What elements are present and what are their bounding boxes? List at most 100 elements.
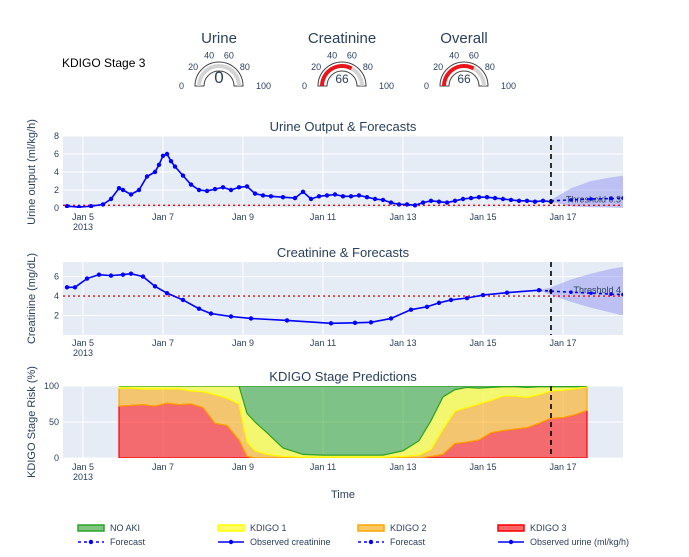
data-point	[260, 193, 266, 198]
x-tick-label: Jan 15	[469, 338, 496, 348]
data-point	[420, 200, 426, 205]
legend-item[interactable]: KDIGO 2	[357, 523, 427, 533]
data-point	[120, 187, 126, 193]
y-tick-label: 8	[54, 131, 59, 141]
data-point	[128, 271, 134, 276]
legend: NO AKI KDIGO 1 KDIGO 2 KDIGO 3 Forecast Obser…	[77, 523, 629, 547]
data-point	[388, 200, 394, 205]
x-tick-year: 2013	[73, 472, 93, 482]
gauge-bar	[320, 64, 353, 86]
data-point	[64, 204, 70, 208]
plot-body	[118, 386, 588, 458]
area-kdigo-3	[118, 402, 588, 458]
data-point	[408, 307, 414, 312]
data-point	[308, 196, 314, 202]
y-axis-label: Creatinine (mg/dL)	[26, 253, 38, 344]
x-tick-label: Jan 11	[310, 462, 336, 472]
legend-item[interactable]: Forecast	[78, 537, 146, 547]
legend-marker	[88, 539, 94, 545]
legend-item[interactable]: KDIGO 3	[497, 523, 567, 533]
data-point	[152, 169, 158, 175]
gauge-tick: 60	[469, 51, 479, 61]
gauge-tick: 0	[302, 81, 307, 91]
data-point	[340, 194, 346, 199]
chart-title: Urine Output & Forecasts	[270, 119, 417, 134]
legend-marker	[228, 539, 234, 545]
legend-label: Forecast	[390, 537, 426, 547]
legend-item[interactable]: Observed creatinine	[218, 537, 331, 547]
data-point	[540, 198, 546, 203]
data-point	[404, 202, 410, 207]
gauge-remainder	[472, 66, 486, 86]
x-tick-label: Jan 13	[389, 338, 416, 348]
data-point	[268, 194, 274, 199]
gauge-tick: 0	[179, 81, 184, 91]
data-point	[180, 297, 186, 303]
gauge-tick: 40	[204, 51, 214, 61]
data-point	[188, 182, 194, 187]
data-point	[164, 151, 170, 157]
y-tick-label: 0	[54, 203, 59, 213]
legend-item[interactable]: NO AKI	[77, 523, 140, 533]
y-tick-label: 2	[54, 311, 59, 321]
data-point	[156, 162, 162, 167]
chart-title: Creatinine & Forecasts	[277, 245, 410, 260]
legend-swatch	[77, 524, 105, 532]
data-point	[428, 198, 434, 203]
x-tick-label: Jan 7	[152, 462, 174, 472]
x-tick-label: Jan 5	[72, 338, 94, 348]
gauge-tick: 0	[424, 81, 429, 91]
data-point	[96, 272, 102, 277]
data-point	[396, 202, 402, 207]
gauge-tick: 80	[240, 62, 250, 72]
gauge-remainder	[350, 66, 364, 86]
x-axis-label: Time	[331, 489, 355, 501]
forecast-point	[569, 198, 573, 202]
data-point	[64, 285, 70, 290]
gauge-value: 0	[214, 68, 223, 87]
data-point	[464, 295, 470, 301]
data-point	[152, 284, 158, 289]
data-point	[220, 185, 226, 190]
y-tick-label: 100	[44, 381, 59, 391]
stage-label: KDIGO Stage 3	[62, 56, 146, 70]
threshold-label: Threshold 4	[573, 285, 621, 295]
data-point	[236, 185, 242, 190]
legend-item[interactable]: Observed urine (ml/kg/h)	[498, 537, 629, 547]
data-point	[108, 196, 114, 202]
forecast-point	[621, 196, 623, 200]
data-point	[284, 318, 290, 323]
data-point	[76, 204, 82, 208]
plot-body: Threshold 0.3	[63, 151, 623, 208]
data-point	[316, 194, 322, 199]
legend-item[interactable]: Forecast	[358, 537, 426, 547]
legend-label: KDIGO 3	[530, 523, 567, 533]
data-point	[352, 320, 358, 326]
data-point	[372, 196, 378, 202]
data-point	[436, 199, 442, 204]
gauge-tick: 60	[347, 51, 357, 61]
legend-item[interactable]: KDIGO 1	[217, 523, 287, 533]
area-no-aki	[119, 386, 588, 456]
y-tick-label: 4	[54, 167, 59, 177]
legend-label: KDIGO 1	[250, 523, 287, 533]
data-point	[140, 274, 146, 279]
x-tick-label: Jan 17	[549, 212, 576, 222]
x-tick-label: Jan 13	[389, 462, 416, 472]
legend-swatch	[497, 524, 525, 532]
gauge-title: Urine	[201, 30, 237, 47]
gauge-title: Creatinine	[308, 30, 376, 47]
gauge-tick: 100	[379, 81, 394, 91]
legend-swatch	[357, 524, 385, 532]
observed-line	[67, 272, 540, 325]
data-point	[448, 297, 454, 303]
gauge-bar	[442, 64, 475, 86]
legend-label: Forecast	[110, 537, 146, 547]
x-tick-label: Jan 9	[232, 212, 254, 222]
plot-body: Threshold 4	[63, 266, 623, 326]
legend-label: KDIGO 2	[390, 523, 427, 533]
legend-label: NO AKI	[110, 523, 140, 533]
data-point	[120, 272, 126, 277]
